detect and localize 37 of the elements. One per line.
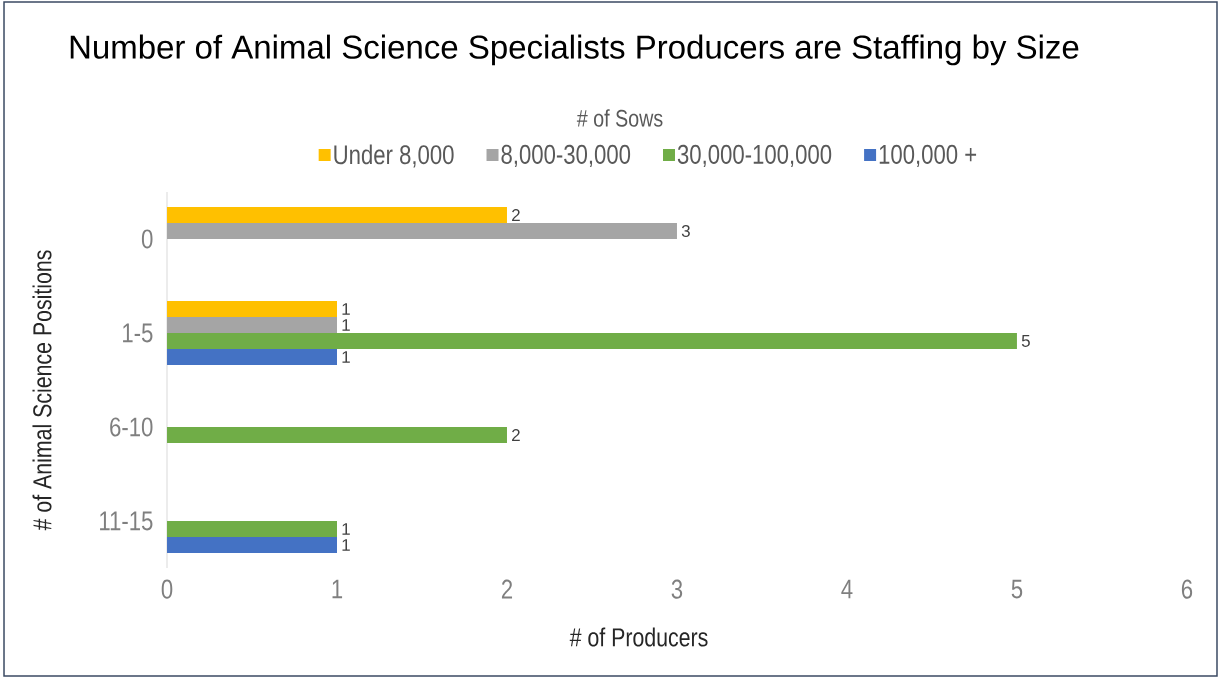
y-tick-label: 1-5	[123, 323, 153, 343]
x-tick-label: 6	[1181, 579, 1193, 599]
legend-label: 8,000-30,000	[501, 144, 631, 168]
bar	[167, 222, 677, 239]
x-tick-label: 2	[501, 579, 513, 599]
bar	[167, 316, 337, 333]
y-axis-title: # of Animal Science Positions	[32, 250, 52, 531]
data-label: 1	[342, 539, 350, 551]
legend-label: Under 8,000	[334, 144, 454, 168]
data-label: 5	[1021, 335, 1030, 347]
data-label: 1	[342, 351, 350, 363]
y-tick-label: 6-10	[110, 417, 153, 437]
bar	[167, 206, 507, 223]
x-tick-label: 1	[332, 579, 343, 599]
x-axis-title: # of Producers	[569, 627, 708, 647]
x-tick-label: 4	[841, 579, 853, 599]
bar	[167, 426, 507, 443]
legend-label: 30,000-100,000	[677, 144, 832, 168]
y-tick-label: 0	[141, 229, 153, 249]
bar	[167, 520, 337, 537]
x-tick-label: 0	[161, 579, 173, 599]
y-tick-label: 11-15	[100, 511, 153, 531]
data-label: 1	[342, 523, 350, 535]
data-label: 2	[512, 209, 520, 221]
data-label: 1	[342, 319, 350, 331]
bar	[167, 348, 337, 365]
x-tick-label: 3	[671, 579, 683, 599]
x-tick-label: 5	[1011, 579, 1023, 599]
bar	[167, 332, 1017, 349]
legend-title: # of Sows	[576, 109, 663, 127]
bar	[167, 300, 337, 317]
data-label: 3	[681, 224, 690, 238]
legend-label: 100,000 +	[879, 144, 977, 168]
data-label: 2	[512, 429, 520, 441]
data-label: 1	[342, 303, 350, 315]
chart-title: Number of Animal Science Specialists Producers are Staffing by Size	[70, 34, 1079, 66]
bar	[167, 536, 337, 553]
